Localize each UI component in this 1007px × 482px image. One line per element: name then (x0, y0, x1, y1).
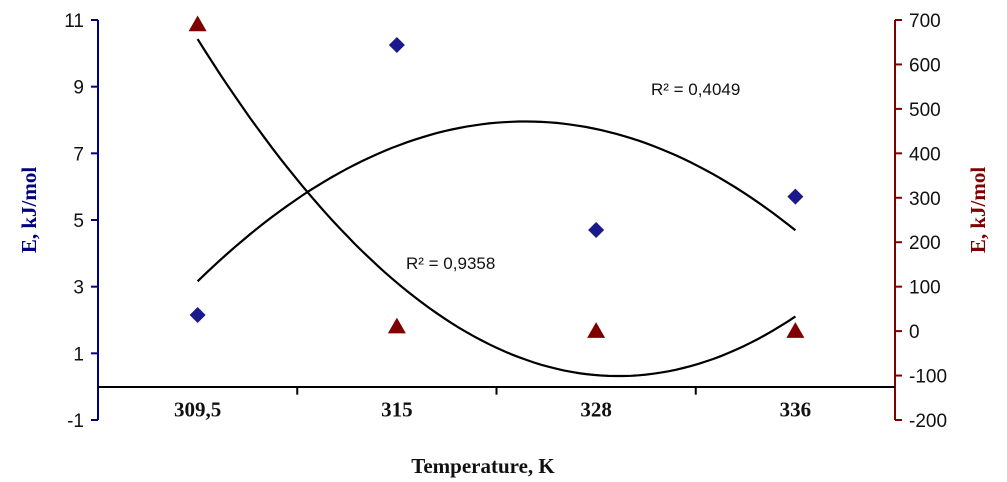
right-tick-label: 700 (909, 11, 941, 32)
trendline-series-2 (196, 38, 797, 378)
left-tick-label: 9 (73, 78, 84, 99)
diamond-marker (588, 222, 605, 238)
left-y-axis-title: E, kJ/mol (17, 167, 41, 254)
plot-area: -1 1 3 5 7 9 11 -200 -100 0 100 200 300 400 500 600 700… (64, 11, 947, 432)
right-tick-label: -200 (909, 411, 947, 432)
right-y-axis-title: E, kJ/mol (966, 167, 990, 254)
triangle-marker (587, 322, 606, 338)
trendline-series-1 (196, 120, 797, 283)
trendlines (196, 38, 797, 378)
right-tick-label: 300 (909, 189, 941, 210)
right-tick-label: 0 (909, 322, 920, 343)
data-markers (188, 15, 805, 338)
x-tick-label: 336 (780, 398, 812, 422)
diamond-marker (189, 307, 206, 323)
x-axis-title: Temperature, K (411, 454, 555, 478)
right-tick-label: 600 (909, 55, 941, 76)
x-tick-label: 315 (381, 398, 413, 422)
x-tick-label: 309,5 (174, 398, 221, 422)
triangle-marker (387, 317, 406, 334)
left-axis-ticks: -1 1 3 5 7 9 11 (64, 11, 98, 432)
left-tick-label: 5 (73, 211, 84, 232)
right-tick-label: 400 (909, 144, 941, 165)
left-tick-label: 7 (73, 144, 84, 165)
right-tick-label: 100 (909, 278, 941, 299)
left-tick-label: -1 (67, 411, 84, 432)
triangle-marker (188, 15, 207, 32)
left-tick-label: 3 (73, 278, 84, 299)
triangle-marker (786, 322, 805, 338)
x-tick-label: 328 (580, 398, 612, 422)
right-tick-label: 500 (909, 100, 941, 121)
r2-annotation-triangle: R² = 0,9358 (406, 254, 495, 273)
right-axis-ticks: -200 -100 0 100 200 300 400 500 600 700 (895, 11, 947, 432)
diamond-marker (388, 37, 405, 53)
x-axis-ticks: 309,5 315 328 336 (174, 386, 812, 422)
left-tick-label: 1 (73, 344, 84, 365)
diamond-marker (787, 188, 804, 205)
right-tick-label: 200 (909, 233, 941, 254)
right-tick-label: -100 (909, 367, 947, 388)
r2-annotation-diamond: R² = 0,4049 (651, 80, 740, 99)
left-tick-label: 11 (64, 11, 84, 32)
